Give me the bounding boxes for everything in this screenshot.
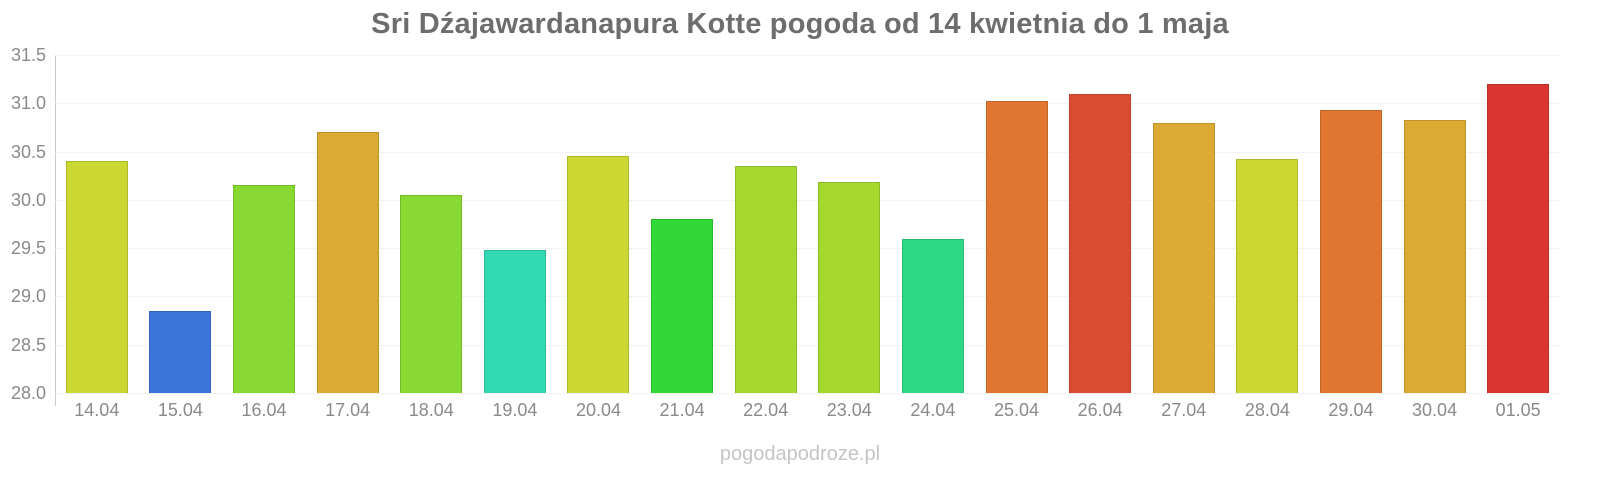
x-tick-label: 29.04 — [1328, 400, 1374, 420]
bar-slot — [55, 55, 139, 393]
y-tick-label: 29.5 — [10, 238, 46, 259]
x-tick-label: 17.04 — [325, 400, 371, 420]
bar-15.04[interactable] — [149, 310, 212, 393]
bar-24.04[interactable] — [901, 238, 964, 393]
y-tick-label: 29.0 — [10, 286, 46, 307]
x-tick-label: 19.04 — [492, 400, 538, 420]
y-tick-label: 30.5 — [10, 141, 46, 162]
bar-slot — [640, 55, 724, 393]
x-tick-label: 01.05 — [1495, 400, 1541, 420]
x-tick-label: 15.04 — [157, 400, 203, 420]
bar-slot — [1309, 55, 1393, 393]
y-tick-label: 31.5 — [10, 45, 46, 65]
bar-16.04[interactable] — [233, 185, 296, 393]
x-tick-label: 20.04 — [575, 400, 621, 420]
x-axis-labels: 14.04 15.04 16.04 17.04 18.04 19.04 20.04 21.04… — [55, 400, 1560, 421]
bars-container — [55, 55, 1560, 393]
gridline — [55, 55, 1560, 56]
x-tick-label: 14.04 — [74, 400, 120, 420]
bar-22.04[interactable] — [734, 166, 797, 393]
bar-23.04[interactable] — [818, 182, 881, 393]
bar-01.05[interactable] — [1487, 83, 1550, 393]
bar-slot — [222, 55, 306, 393]
bar-21.04[interactable] — [651, 219, 714, 393]
bar-slot — [389, 55, 473, 393]
bar-slot — [807, 55, 891, 393]
x-tick-label: 22.04 — [743, 400, 789, 420]
x-tick-label: 21.04 — [659, 400, 705, 420]
bar-slot — [473, 55, 557, 393]
bar-slot — [1058, 55, 1142, 393]
bar-30.04[interactable] — [1403, 119, 1466, 393]
y-tick-label: 28.5 — [10, 334, 46, 355]
y-tick-label: 31.0 — [10, 93, 46, 114]
bar-slot — [1476, 55, 1560, 393]
bar-17.04[interactable] — [316, 132, 379, 393]
bar-25.04[interactable] — [985, 101, 1048, 393]
x-tick-label: 23.04 — [826, 400, 872, 420]
bar-slot — [139, 55, 223, 393]
y-axis-line — [55, 55, 56, 406]
gridline — [55, 248, 1560, 250]
watermark: pogodapodroze.pl — [719, 443, 881, 465]
bar-27.04[interactable] — [1152, 122, 1215, 393]
x-tick-label: 28.04 — [1244, 400, 1290, 420]
bar-20.04[interactable] — [567, 156, 630, 393]
x-tick-label: 25.04 — [993, 400, 1040, 420]
bar-slot — [557, 55, 641, 393]
x-tick-label: 30.04 — [1412, 400, 1458, 420]
gridline — [55, 344, 1560, 346]
bar-29.04[interactable] — [1319, 110, 1382, 393]
x-tick-label: 27.04 — [1161, 400, 1207, 420]
chart-title: Sri Dźajawardanapura Kotte pogoda od 14 … — [371, 8, 1229, 40]
x-tick-label: 16.04 — [241, 400, 287, 420]
bar-slot — [724, 55, 808, 393]
bar-18.04[interactable] — [400, 195, 463, 393]
x-tick-label: 26.04 — [1077, 400, 1123, 420]
gridline — [55, 103, 1560, 105]
gridline — [55, 151, 1560, 153]
y-tick-label: 30.0 — [10, 189, 46, 210]
gridline — [55, 393, 1560, 394]
bar-28.04[interactable] — [1236, 159, 1299, 393]
bar-14.04[interactable] — [65, 161, 128, 393]
bar-19.04[interactable] — [483, 250, 546, 393]
y-tick-label: 28.0 — [10, 383, 46, 403]
x-tick-label: 18.04 — [408, 400, 454, 420]
bar-slot — [1393, 55, 1477, 393]
x-tick-label: 24.04 — [910, 400, 956, 420]
bar-slot — [306, 55, 390, 393]
gridline — [55, 199, 1560, 201]
bar-slot — [1142, 55, 1226, 393]
bar-26.04[interactable] — [1069, 93, 1132, 393]
bar-slot — [891, 55, 975, 393]
gridline — [55, 296, 1560, 298]
plot-area — [55, 55, 1560, 394]
bar-slot — [1226, 55, 1310, 393]
bar-slot — [975, 55, 1059, 393]
